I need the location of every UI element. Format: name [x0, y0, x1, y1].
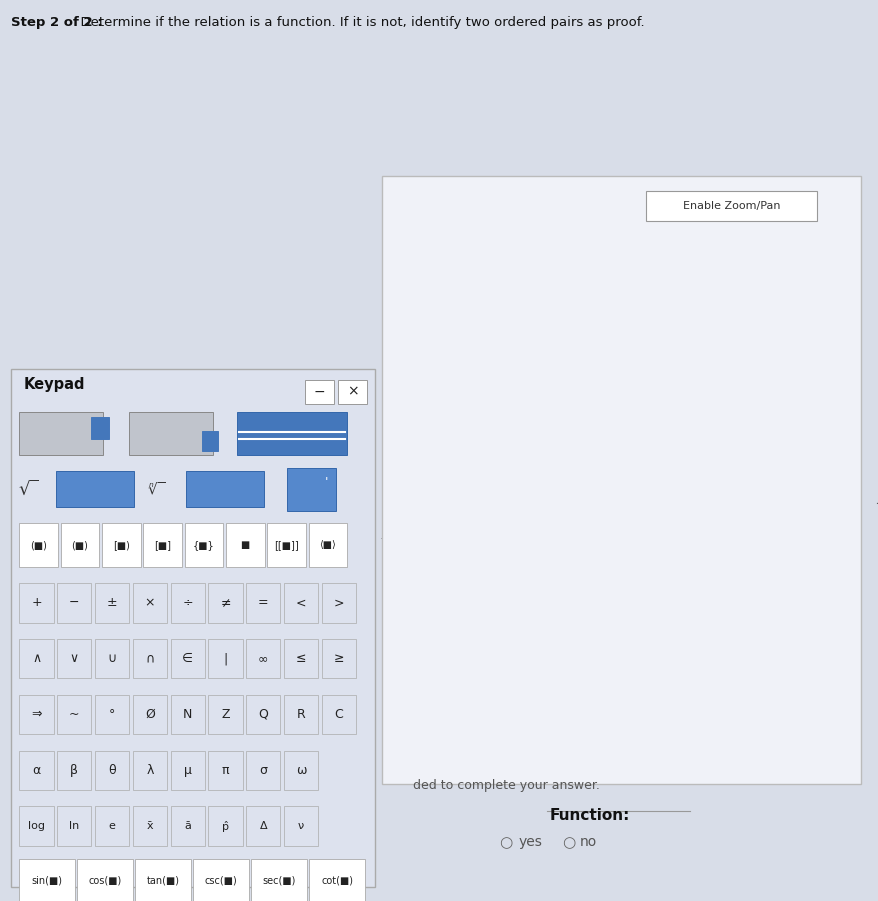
Text: ∨: ∨: [69, 652, 79, 665]
Text: ∪: ∪: [107, 652, 117, 665]
Text: x: x: [875, 493, 878, 507]
Text: ≤: ≤: [296, 652, 306, 665]
Text: x̄: x̄: [147, 821, 153, 832]
Text: σ: σ: [259, 764, 267, 777]
Text: N: N: [183, 708, 192, 721]
Text: -6: -6: [380, 532, 392, 544]
Text: cot(■): cot(■): [320, 875, 353, 886]
Text: 6: 6: [600, 232, 608, 245]
Text: 3: 3: [601, 368, 608, 380]
Text: θ: θ: [108, 764, 116, 777]
Text: Keypad: Keypad: [24, 377, 85, 392]
Text: ∧: ∧: [32, 652, 41, 665]
Text: {■}: {■}: [193, 540, 214, 551]
Text: π: π: [221, 764, 229, 777]
Text: sin(■): sin(■): [32, 875, 62, 886]
Text: ÷: ÷: [182, 596, 193, 609]
Text: Δ: Δ: [259, 821, 267, 832]
Text: ⇒: ⇒: [32, 708, 41, 721]
Text: β: β: [70, 764, 78, 777]
Text: ν: ν: [298, 821, 304, 832]
Text: $\sqrt[n]{\,}$: $\sqrt[n]{\,}$: [148, 481, 166, 497]
Text: ≥: ≥: [334, 652, 343, 665]
Text: $\sqrt{\,}$: $\sqrt{\,}$: [18, 479, 39, 499]
Text: yes: yes: [518, 835, 542, 850]
Text: 6: 6: [853, 532, 860, 544]
Text: ○: ○: [562, 835, 575, 851]
Text: >: >: [334, 596, 343, 609]
Text: Z: Z: [221, 708, 229, 721]
Text: p̂: p̂: [222, 821, 228, 832]
Text: ded to complete your answer.: ded to complete your answer.: [413, 779, 600, 792]
Text: 3: 3: [735, 532, 742, 544]
Text: log: log: [28, 821, 45, 832]
Text: ln: ln: [69, 821, 79, 832]
Text: tan(■): tan(■): [147, 875, 179, 886]
Text: =: =: [257, 596, 269, 609]
Text: ×: ×: [145, 596, 155, 609]
Text: csc(■): csc(■): [205, 875, 237, 886]
Text: -6: -6: [595, 773, 608, 786]
Text: [[■]]: [[■]]: [274, 540, 299, 551]
Text: y: y: [627, 205, 635, 219]
Text: ~: ~: [69, 708, 79, 721]
Text: ω: ω: [296, 764, 306, 777]
Text: +: +: [31, 596, 42, 609]
Text: −: −: [313, 385, 325, 399]
Text: ⟨■⟩: ⟨■⟩: [319, 540, 336, 551]
Text: ': ': [325, 477, 328, 489]
Text: no: no: [579, 835, 597, 850]
Text: °: °: [109, 708, 115, 721]
Text: Function:: Function:: [549, 808, 629, 824]
Text: ×: ×: [346, 385, 358, 399]
Text: |: |: [223, 652, 227, 665]
Text: sec(■): sec(■): [263, 875, 295, 886]
Text: e: e: [109, 821, 115, 832]
Text: [■]: [■]: [154, 540, 171, 551]
Text: R: R: [297, 708, 305, 721]
Text: (■): (■): [30, 540, 47, 551]
Text: λ: λ: [146, 764, 154, 777]
Text: ∞: ∞: [258, 652, 268, 665]
Text: -3: -3: [596, 638, 608, 651]
Text: C: C: [335, 708, 342, 721]
Text: Q: Q: [258, 708, 268, 721]
Text: [■): [■): [112, 540, 130, 551]
Text: μ: μ: [184, 764, 191, 777]
Text: -3: -3: [498, 532, 509, 544]
Text: Enable Zoom/Pan: Enable Zoom/Pan: [682, 201, 780, 212]
Text: −: −: [69, 596, 79, 609]
Text: ≠: ≠: [220, 596, 230, 609]
Text: <: <: [296, 596, 306, 609]
Text: (■): (■): [71, 540, 89, 551]
Text: ■: ■: [241, 540, 249, 551]
Text: ā: ā: [184, 821, 191, 832]
Text: Ø: Ø: [145, 708, 155, 721]
Text: α: α: [32, 764, 40, 777]
Text: Determine if the relation is a function. If it is not, identify two ordered pair: Determine if the relation is a function.…: [72, 16, 644, 29]
Text: ∈: ∈: [182, 652, 193, 665]
Text: ○: ○: [499, 835, 512, 851]
Text: ∩: ∩: [145, 652, 155, 665]
Text: ±: ±: [106, 596, 118, 609]
Text: cos(■): cos(■): [89, 875, 121, 886]
Text: Step 2 of 2 :: Step 2 of 2 :: [11, 16, 102, 29]
